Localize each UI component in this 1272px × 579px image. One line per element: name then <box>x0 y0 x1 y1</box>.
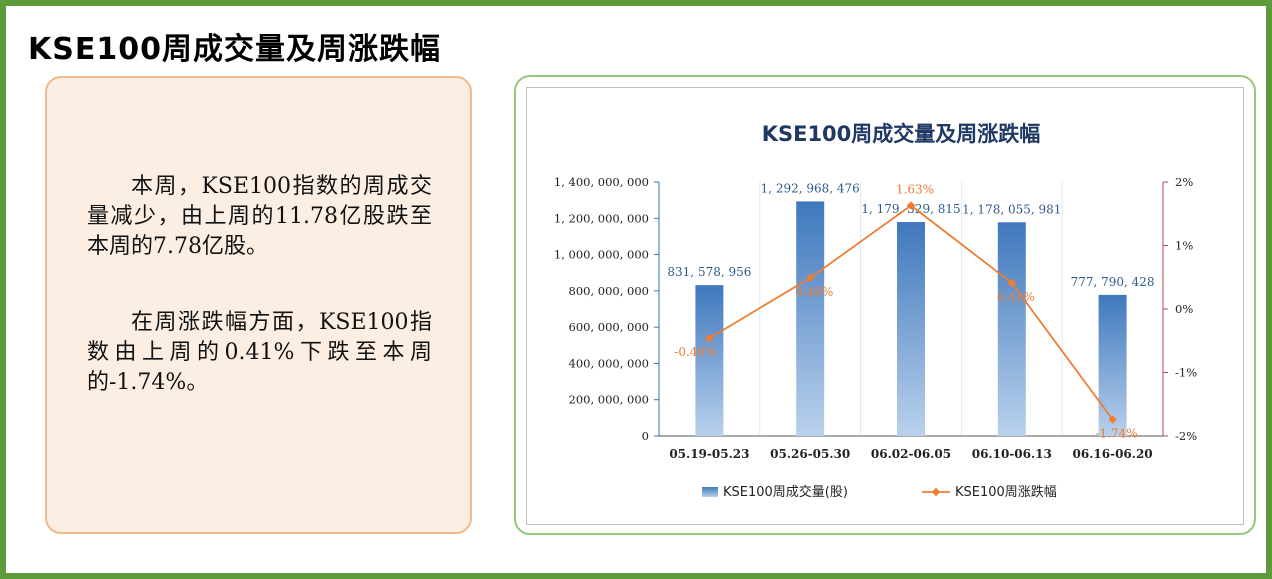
summary-paragraph-change: 在周涨跌幅方面，KSE100指数由上周的0.41%下跌至本周的-1.74%。 <box>87 310 432 395</box>
left-tick-label: 1, 400, 000, 000 <box>554 175 649 189</box>
change-data-label: 1.63% <box>896 182 934 196</box>
right-tick-label: 0% <box>1175 302 1193 316</box>
combo-chart: KSE100周成交量及周涨跌幅 0 200, 000, 000 400, 000, … <box>554 122 1197 500</box>
x-axis-labels: 05.19-05.23 05.26-05.30 06.02-06.05 06.10-0… <box>669 447 1152 461</box>
category-label: 06.02-06.05 <box>871 447 951 461</box>
category-label: 05.19-05.23 <box>669 447 749 461</box>
chart-panel: KSE100周成交量及周涨跌幅 0 200, 000, 000 400, 000, … <box>514 75 1256 535</box>
volume-bar <box>997 222 1026 436</box>
summary-panel: 本周，KSE100指数的周成交量减少，由上周的11.78亿股跌至本周的7.78亿… <box>45 76 472 534</box>
legend: KSE100周成交量(股) KSE100周涨跌幅 <box>702 484 1057 500</box>
legend-line-label: KSE100周涨跌幅 <box>955 484 1057 500</box>
left-tick-label: 200, 000, 000 <box>569 393 649 407</box>
bar-series <box>695 201 1127 436</box>
volume-bar <box>1098 294 1127 436</box>
category-label: 06.10-06.13 <box>972 447 1052 461</box>
left-tick-label: 1, 000, 000, 000 <box>554 248 649 262</box>
right-tick-label: 2% <box>1175 175 1193 189</box>
volume-data-label: 831, 578, 956 <box>667 265 751 279</box>
left-axis: 0 200, 000, 000 400, 000, 000 600, 000, 000… <box>554 175 1163 443</box>
category-label: 05.26-05.30 <box>770 447 850 461</box>
legend-line-marker <box>931 487 941 497</box>
change-data-label: 0.49% <box>795 285 833 299</box>
legend-bar-label: KSE100周成交量(股) <box>723 484 848 500</box>
left-tick-label: 400, 000, 000 <box>569 356 649 370</box>
line-labels: -0.46% 0.49% 1.63% 0.41% -1.74% <box>674 182 1137 440</box>
right-tick-label: -1% <box>1175 366 1197 380</box>
line-series <box>705 201 1117 424</box>
chart-area: KSE100周成交量及周涨跌幅 0 200, 000, 000 400, 000, … <box>526 87 1244 525</box>
change-data-label: 0.41% <box>997 290 1035 304</box>
change-data-label: -1.74% <box>1096 426 1138 440</box>
volume-bar <box>695 285 724 436</box>
category-label: 06.16-06.20 <box>1073 447 1153 461</box>
volume-data-label: 1, 292, 968, 476 <box>761 181 860 195</box>
right-axis: -2% -1% 0% 1% 2% <box>1162 175 1197 443</box>
left-tick-label: 600, 000, 000 <box>569 320 649 334</box>
right-tick-label: 1% <box>1175 239 1193 253</box>
change-point <box>1108 415 1117 424</box>
change-point <box>1007 278 1017 288</box>
left-tick-label: 800, 000, 000 <box>569 284 649 298</box>
left-tick-label: 1, 200, 000, 000 <box>554 211 649 225</box>
change-data-label: -0.46% <box>674 345 716 359</box>
change-point <box>705 333 714 343</box>
chart-title: KSE100周成交量及周涨跌幅 <box>762 122 1041 146</box>
right-tick-label: -2% <box>1175 429 1197 443</box>
volume-data-label: 1, 178, 055, 981 <box>962 202 1061 216</box>
volume-bar <box>796 201 825 436</box>
page-title: KSE100周成交量及周涨跌幅 <box>28 32 441 67</box>
left-tick-label: 0 <box>642 429 649 443</box>
legend-bar-swatch <box>702 487 718 497</box>
volume-bar <box>897 222 925 436</box>
summary-paragraph-volume: 本周，KSE100指数的周成交量减少，由上周的11.78亿股跌至本周的7.78亿… <box>87 174 432 259</box>
volume-data-label: 777, 790, 428 <box>1071 275 1155 289</box>
